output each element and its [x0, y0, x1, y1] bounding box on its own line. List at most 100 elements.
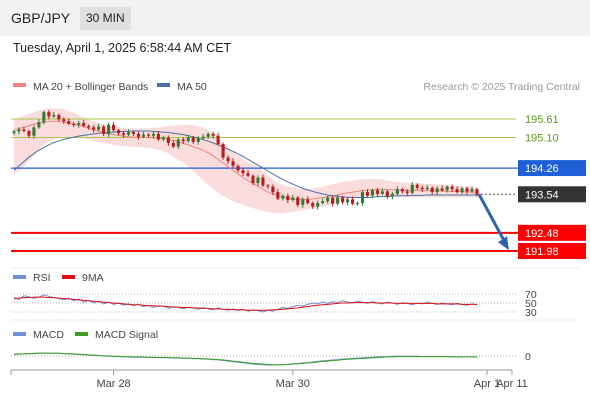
candle-body — [316, 203, 320, 207]
candle-body — [301, 199, 305, 205]
level-tag-194.26 — [518, 160, 586, 177]
candle-body — [131, 132, 136, 134]
candle-body — [126, 132, 131, 135]
candle-body — [370, 190, 374, 196]
candle-body — [350, 199, 355, 204]
candle-body — [291, 197, 295, 201]
candle-body — [92, 127, 96, 130]
candle-body — [346, 199, 350, 203]
candle-body — [435, 188, 439, 193]
legend-label-1: MA 50 — [177, 81, 207, 93]
candle-body — [112, 124, 116, 131]
candle-body — [37, 122, 41, 128]
candle-body — [395, 189, 399, 194]
rsi-legend-label-0: RSI — [33, 272, 51, 284]
rsi-legend-label-1: 9MA — [82, 272, 104, 284]
candle-body — [156, 133, 160, 140]
legend-layer: MA 20 + Bollinger Bands MA 50 Research © 2… — [13, 81, 580, 341]
candle-body — [191, 137, 195, 142]
candle-body — [261, 177, 265, 186]
price-panel: 195.61 195.10 194.26 193.54 192.48 191.98 — [11, 108, 586, 259]
candle-body — [42, 112, 46, 123]
candle-body — [355, 203, 360, 204]
rsi-legend-swatch-1 — [62, 275, 75, 279]
candle-body — [146, 134, 150, 136]
candle-body — [52, 115, 56, 117]
candle-body — [470, 189, 474, 192]
candle-body — [306, 199, 310, 203]
level-label-195.10: 195.10 — [525, 133, 559, 145]
candle-body — [246, 173, 250, 176]
candle-body — [226, 157, 230, 162]
rsi-series-9ma — [13, 296, 477, 311]
legend-swatch-0 — [13, 83, 26, 87]
candle-body — [336, 197, 340, 204]
candle-body — [171, 143, 175, 147]
macd-legend-label-1: MACD Signal — [95, 329, 158, 341]
candle-body — [87, 125, 91, 128]
candle-body — [82, 123, 86, 126]
candle-body — [67, 121, 71, 124]
candle-body — [251, 175, 255, 183]
candle-body — [281, 195, 285, 199]
candle-body — [236, 165, 240, 171]
candle-body — [32, 127, 36, 136]
candle-body — [206, 133, 210, 137]
candle-body — [425, 187, 429, 190]
candle-body — [196, 138, 200, 142]
rsi-level-label: 30 — [525, 307, 537, 319]
candle-body — [450, 186, 454, 190]
x-tick-label: Apr 1 — [474, 378, 500, 390]
candle-body — [271, 186, 275, 193]
macd-zero-label: 0 — [525, 351, 531, 363]
watermark-text: Research © 2025 Trading Central — [423, 81, 580, 93]
candle-body — [380, 191, 384, 194]
candle-body — [365, 192, 370, 196]
candle-body — [321, 201, 325, 203]
candle-body — [12, 131, 16, 134]
macd-legend-label-0: MACD — [33, 329, 64, 341]
candle-body — [22, 129, 26, 131]
bollinger-band-fill — [14, 108, 477, 214]
candle-body — [331, 197, 335, 204]
macd-series-1 — [13, 352, 477, 366]
macd-legend-swatch-0 — [13, 332, 26, 336]
candle-body — [385, 191, 389, 197]
candle-body — [465, 188, 469, 192]
candle-body — [326, 197, 330, 202]
candle-body — [102, 126, 106, 134]
candle-body — [141, 134, 145, 137]
candle-body — [216, 135, 220, 145]
candle-body — [410, 184, 414, 193]
candle-body — [360, 192, 365, 203]
candle-body — [17, 129, 21, 132]
level-label-194.26: 194.26 — [525, 163, 559, 175]
candle-body — [77, 123, 81, 125]
candle-body — [47, 112, 51, 117]
candle-body — [186, 137, 190, 142]
timestamp: Tuesday, April 1, 2025 6:58:44 AM CET — [13, 41, 232, 55]
candle-body — [136, 133, 141, 137]
timeframe-badge[interactable]: 30 MIN — [80, 7, 131, 30]
rsi-legend-swatch-0 — [13, 275, 26, 279]
candle-body — [107, 124, 111, 134]
ma50-line — [13, 130, 477, 198]
candle-body — [420, 187, 424, 190]
candle-body — [57, 115, 61, 120]
candle-body — [390, 193, 394, 197]
candle-body — [460, 188, 464, 193]
candle-body — [97, 126, 101, 130]
candle-body — [161, 137, 165, 140]
macd-panel: 0 — [11, 351, 531, 366]
candle-body — [256, 177, 260, 183]
candle-body — [176, 139, 180, 147]
level-label-195.61: 195.61 — [525, 114, 559, 126]
last-price-label: 193.54 — [525, 189, 559, 201]
candle-body — [286, 195, 290, 201]
candle-body — [211, 133, 215, 136]
candle-body — [221, 144, 225, 158]
candle-body — [455, 189, 459, 193]
macd-legend-swatch-1 — [75, 332, 88, 336]
